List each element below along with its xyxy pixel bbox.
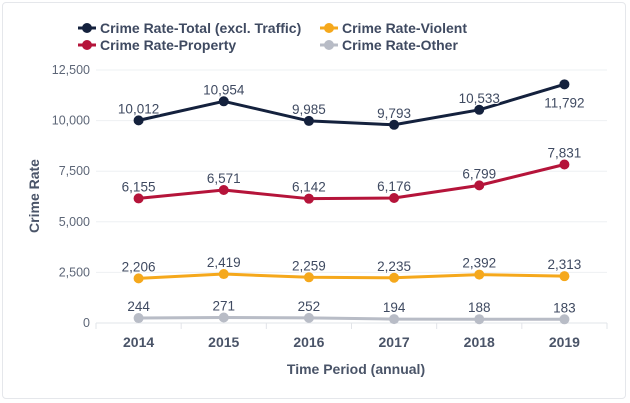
data-label: 244 — [127, 299, 150, 314]
legend-marker-icon — [82, 40, 92, 50]
x-tick-label: 2018 — [464, 334, 495, 350]
data-label: 2,419 — [207, 255, 241, 270]
y-tick-label: 10,000 — [52, 114, 90, 128]
series-group — [133, 79, 570, 325]
series-line-3 — [138, 316, 565, 321]
data-point — [133, 273, 144, 284]
data-point — [303, 193, 314, 204]
data-point — [389, 119, 400, 130]
chart-card — [2, 2, 626, 399]
legend-label: Crime Rate-Property — [100, 37, 236, 53]
legend-item-1[interactable]: Crime Rate-Violent — [320, 20, 467, 36]
y-tick-label: 2,500 — [59, 265, 90, 279]
y-tick-label: 12,500 — [52, 63, 90, 77]
data-label: 6,799 — [462, 166, 496, 181]
x-tick-label: 2014 — [123, 334, 154, 350]
data-label: 10,012 — [118, 101, 159, 116]
x-axis-ticks: 2014 2015 2016 2017 2018 2019 — [95, 323, 608, 350]
data-label: 2,313 — [548, 257, 582, 272]
y-tick-label: 7,500 — [59, 164, 90, 178]
data-point — [389, 314, 400, 325]
data-point — [133, 115, 144, 126]
legend-marker-icon — [324, 40, 334, 50]
data-label: 271 — [212, 299, 235, 314]
legend-item-0[interactable]: Crime Rate-Total (excl. Traffic) — [78, 20, 301, 36]
data-point — [218, 96, 229, 107]
legend-label: Crime Rate-Violent — [342, 20, 467, 36]
data-label: 2,259 — [292, 258, 326, 273]
data-point — [474, 314, 485, 325]
data-point — [218, 312, 229, 323]
data-point — [218, 269, 229, 280]
data-label: 11,792 — [544, 95, 584, 110]
data-label: 252 — [298, 299, 321, 314]
legend-item-3[interactable]: Crime Rate-Other — [320, 37, 458, 53]
data-point — [303, 312, 314, 323]
x-tick-label: 2016 — [293, 334, 324, 350]
data-label: 2,392 — [462, 256, 496, 271]
x-tick-label: 2019 — [549, 334, 580, 350]
legend[interactable]: Crime Rate-Total (excl. Traffic) Crime Ra… — [78, 20, 467, 53]
data-point — [559, 271, 570, 282]
data-label: 9,793 — [377, 106, 411, 121]
y-tick-label: 0 — [83, 316, 90, 330]
data-label: 10,954 — [203, 82, 245, 97]
data-label: 194 — [383, 300, 406, 315]
data-point — [389, 272, 400, 283]
data-labels: 10,012 10,954 9,985 9,793 10,533 11,792 2,206 2… — [117, 81, 586, 316]
legend-item-2[interactable]: Crime Rate-Property — [78, 37, 236, 53]
data-label: 2,235 — [377, 259, 411, 274]
data-label: 6,155 — [122, 179, 156, 194]
legend-marker-icon — [324, 23, 334, 33]
y-tick-label: 5,000 — [59, 215, 90, 229]
series-line-2 — [138, 163, 565, 201]
data-point — [133, 313, 144, 324]
y-axis-ticks: 0 2,500 5,000 7,500 10,000 12,500 — [52, 63, 90, 330]
data-label: 2,206 — [122, 259, 156, 274]
data-label: 6,142 — [292, 180, 326, 195]
data-label: 6,176 — [377, 179, 411, 194]
data-point — [474, 180, 485, 191]
data-label: 9,985 — [292, 102, 326, 117]
x-tick-label: 2017 — [379, 334, 410, 350]
series-line-1 — [138, 272, 565, 280]
legend-label: Crime Rate-Total (excl. Traffic) — [100, 20, 301, 36]
x-tick-label: 2015 — [208, 334, 239, 350]
data-point — [133, 193, 144, 204]
legend-label: Crime Rate-Other — [342, 37, 458, 53]
data-label: 188 — [468, 300, 491, 315]
data-point — [303, 115, 314, 126]
data-label: 7,831 — [548, 146, 582, 161]
x-axis-title: Time Period (annual) — [287, 361, 425, 377]
y-axis-title: Crime Rate — [26, 159, 42, 233]
series-line-0 — [138, 82, 565, 127]
data-point — [559, 314, 570, 325]
data-point — [559, 79, 570, 90]
legend-marker-icon — [82, 23, 92, 33]
data-point — [218, 185, 229, 196]
data-label: 183 — [553, 300, 576, 315]
data-point — [389, 192, 400, 203]
data-point — [474, 104, 485, 115]
data-label: 10,533 — [459, 91, 500, 106]
data-label: 6,571 — [207, 171, 241, 186]
data-point — [474, 269, 485, 280]
data-point — [559, 159, 570, 170]
data-point — [303, 272, 314, 283]
